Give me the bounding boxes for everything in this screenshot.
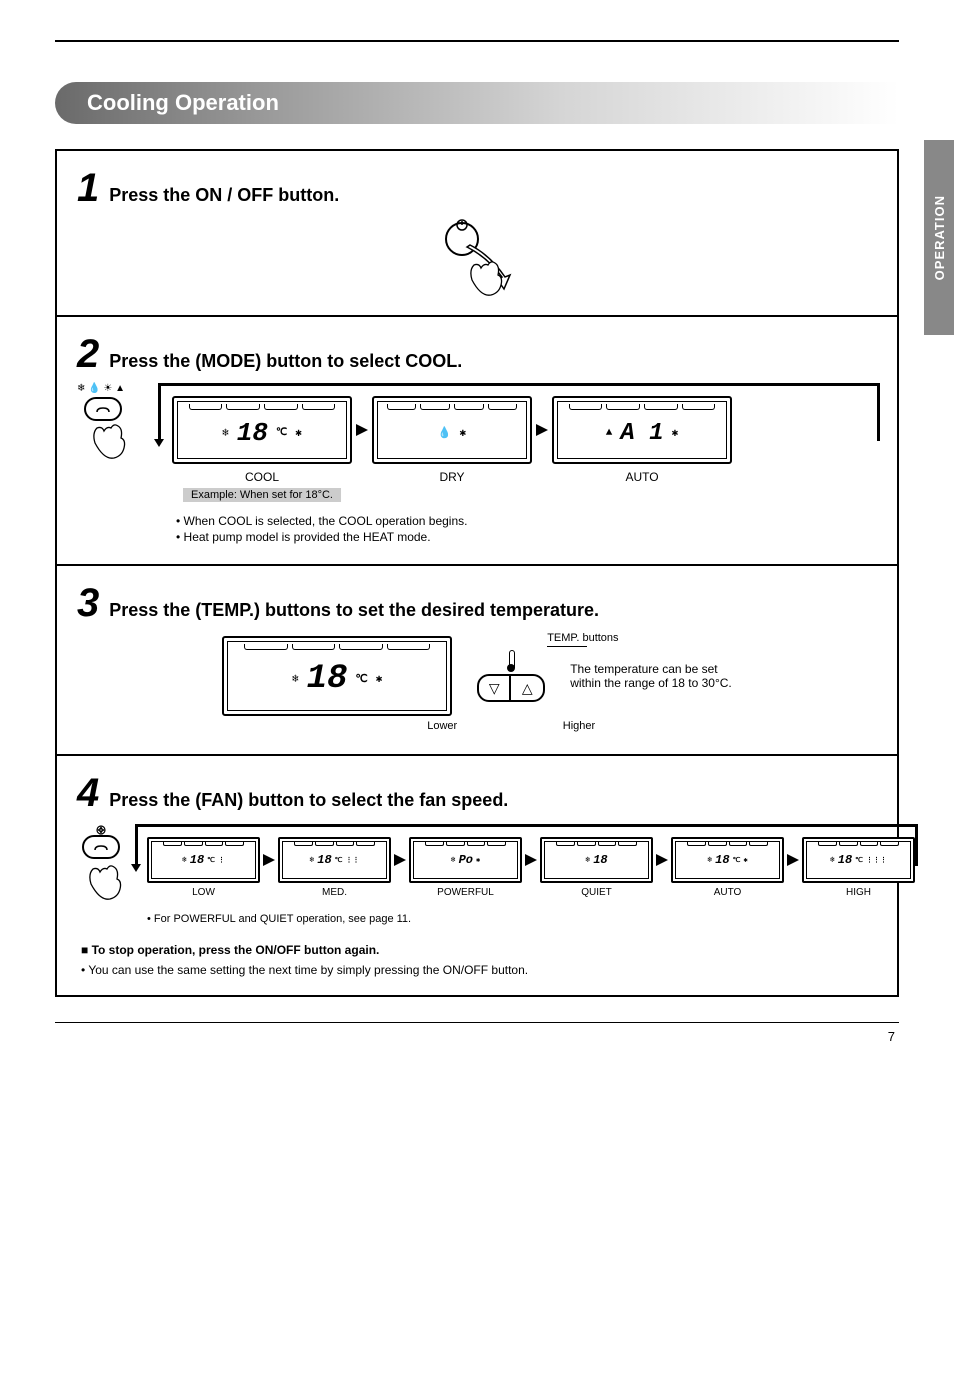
- arrow-icon: [787, 854, 799, 866]
- lcd-temp: 18: [307, 660, 348, 698]
- lcd-fan-auto: ❄ 18 ℃ ✱ AUTO: [671, 837, 784, 883]
- step-2-notes: When COOL is selected, the COOL operatio…: [176, 514, 877, 544]
- fan-icon: ✱: [460, 426, 467, 440]
- lcd-fan-high: ❄ 18 ℃ ⋮⋮⋮ HIGH: [802, 837, 915, 883]
- step-1-title: Press the ON / OFF button.: [109, 185, 339, 206]
- side-tab-label: OPERATION: [932, 195, 947, 280]
- lcd-fan-quiet: ❄ 18 QUIET: [540, 837, 653, 883]
- temp-down-button[interactable]: ▽: [479, 676, 511, 700]
- lcd-sublabel-cool: Example: When set for 18°C.: [183, 488, 341, 502]
- snowflake-icon: ❄: [222, 426, 229, 440]
- lcd-fan-med: ❄ 18 ℃ ⋮⋮ MED.: [278, 837, 391, 883]
- lcd-label-dry: DRY: [439, 470, 464, 484]
- temp-range-note: The temperature can be set within the ra…: [570, 662, 732, 690]
- arrow-icon: [263, 854, 275, 866]
- lcd-fan-low: ❄ 18 ℃ ⋮ LOW: [147, 837, 260, 883]
- stop-operation-title: ■ To stop operation, press the ON/OFF bu…: [81, 943, 877, 957]
- steps-container: 1 Press the ON / OFF button. 2 Press the…: [55, 149, 899, 997]
- thermometer-icon: [506, 650, 516, 672]
- lcd-temp: 18: [237, 418, 268, 448]
- lcd-label-cool: COOL: [245, 470, 279, 484]
- step-3-title: Press the (TEMP.) buttons to set the des…: [109, 600, 599, 621]
- lcd-fan-powerful: ❄ Po ✱ POWERFUL: [409, 837, 522, 883]
- step-3-num: 3: [77, 581, 99, 626]
- fan-icon: ✱: [672, 426, 679, 440]
- step-2-num: 2: [77, 332, 99, 377]
- side-tab: OPERATION: [924, 140, 954, 335]
- onoff-button-illustration: [432, 217, 522, 297]
- fan-icon: ✱: [295, 426, 302, 440]
- auto-icon: ▲: [606, 427, 613, 439]
- temp-buttons: TEMP. buttons ▽ △ Lower Higher: [477, 650, 545, 702]
- banner-title: Cooling Operation: [87, 90, 279, 116]
- step-3: 3 Press the (TEMP.) buttons to set the d…: [57, 566, 897, 756]
- step-2-title: Press the (MODE) button to select COOL.: [109, 351, 462, 372]
- label-lower: Lower: [427, 720, 457, 732]
- step-4-note: • For POWERFUL and QUIET operation, see …: [147, 913, 915, 925]
- arrow-icon: [656, 854, 668, 866]
- page-number: 7: [55, 1023, 899, 1044]
- step-1: 1 Press the ON / OFF button.: [57, 151, 897, 317]
- mode-icons-strip: ❄ 💧 ☀ ▲: [77, 383, 157, 394]
- arrow-icon: [394, 854, 406, 866]
- fan-icon: ✱: [376, 672, 383, 686]
- stop-operation-note: • You can use the same setting the next …: [81, 963, 877, 977]
- step-2: 2 Press the (MODE) button to select COOL…: [57, 317, 897, 566]
- temp-up-button[interactable]: △: [511, 676, 543, 700]
- arrow-icon: [356, 424, 368, 436]
- arrow-icon: [525, 854, 537, 866]
- step-4: 4 Press the (FAN) button to select the f…: [57, 756, 897, 997]
- snowflake-icon: ❄: [292, 672, 299, 686]
- lcd-dry: 💧 ✱ DRY: [372, 396, 532, 464]
- mode-button-illustration: [77, 396, 147, 476]
- section-banner: Cooling Operation: [55, 82, 899, 124]
- lcd-cool: ❄ 18 ℃ ✱ COOL Example: When set for 18°C…: [172, 396, 352, 464]
- lcd-temp-set: ❄ 18 ℃ ✱: [222, 636, 452, 716]
- arrow-icon: [536, 424, 548, 436]
- label-higher: Higher: [563, 720, 595, 732]
- step-4-title: Press the (FAN) button to select the fan…: [109, 790, 508, 811]
- step-1-num: 1: [77, 166, 99, 211]
- lcd-label-auto: AUTO: [625, 470, 658, 484]
- drop-icon: 💧: [438, 426, 452, 440]
- lcd-auto: ▲ A 1 ✱ AUTO: [552, 396, 732, 464]
- step-4-num: 4: [77, 771, 99, 816]
- top-rule: [55, 40, 899, 42]
- lcd-auto-text: A 1: [620, 420, 663, 447]
- fan-button-illustration: [77, 824, 137, 914]
